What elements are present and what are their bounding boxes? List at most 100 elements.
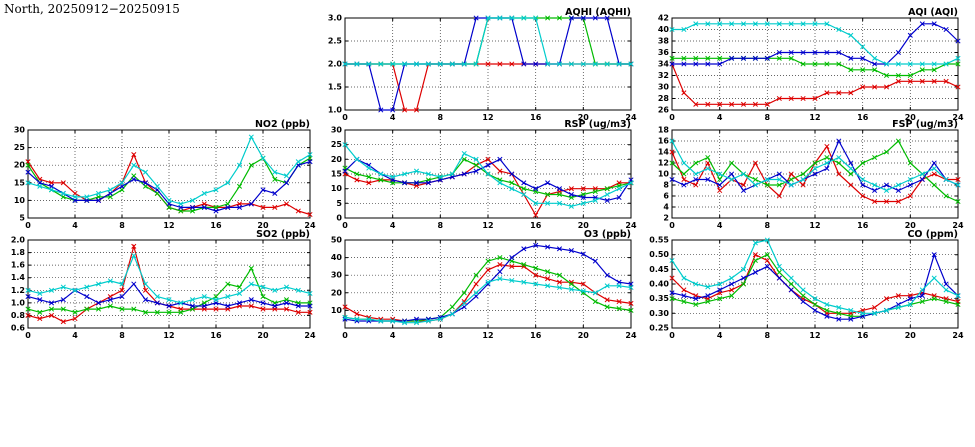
- svg-text:16: 16: [530, 221, 542, 230]
- svg-text:4: 4: [390, 113, 396, 122]
- svg-text:36: 36: [658, 48, 670, 57]
- svg-text:2: 2: [663, 214, 669, 223]
- svg-text:16: 16: [857, 113, 869, 122]
- svg-text:12: 12: [809, 331, 820, 340]
- svg-text:25: 25: [331, 140, 343, 149]
- svg-text:FSP (ug/m3): FSP (ug/m3): [892, 119, 958, 130]
- svg-text:16: 16: [857, 331, 869, 340]
- svg-text:38: 38: [658, 37, 670, 46]
- svg-text:0: 0: [25, 221, 31, 230]
- svg-text:20: 20: [257, 331, 269, 340]
- svg-text:24: 24: [952, 331, 964, 340]
- chart-canvas-co: 0.25 0.30 0.35 0.40 0.45 0.50 0.55 0 4 8 12 16 20 24 C…: [649, 229, 964, 340]
- svg-text:RSP (ug/m3): RSP (ug/m3): [564, 119, 631, 130]
- svg-text:4: 4: [717, 221, 723, 230]
- chart-o3: 10 20 30 40 50 0 4 8 12 16 20 24 O3 (ppb): [315, 226, 643, 348]
- page-title: North, 20250912−20250915: [4, 2, 180, 16]
- svg-text:0.8: 0.8: [11, 311, 26, 320]
- svg-text:20: 20: [578, 331, 590, 340]
- svg-text:32: 32: [658, 71, 669, 80]
- svg-text:0: 0: [669, 221, 675, 230]
- svg-text:1.6: 1.6: [11, 261, 26, 270]
- svg-text:20: 20: [257, 221, 269, 230]
- svg-text:15: 15: [331, 170, 343, 179]
- svg-text:1.4: 1.4: [11, 273, 26, 282]
- svg-text:20: 20: [578, 221, 590, 230]
- chart-canvas-aqi: 26 28 30 32 34 36 38 40 42 0 4 8 12 16 20 24 AQI (AQI): [658, 7, 964, 122]
- svg-text:4: 4: [717, 331, 723, 340]
- svg-text:24: 24: [625, 113, 637, 122]
- svg-text:2.5: 2.5: [328, 37, 343, 46]
- chart-canvas-o3: 10 20 30 40 50 0 4 8 12 16 20 24 O3 (ppb): [331, 229, 637, 340]
- svg-text:12: 12: [809, 221, 820, 230]
- svg-text:24: 24: [304, 331, 316, 340]
- svg-text:30: 30: [658, 83, 670, 92]
- svg-text:24: 24: [625, 221, 637, 230]
- svg-text:1.0: 1.0: [328, 106, 343, 115]
- svg-text:3.0: 3.0: [328, 14, 343, 23]
- svg-text:1.5: 1.5: [328, 83, 343, 92]
- svg-text:12: 12: [482, 113, 493, 122]
- svg-text:20: 20: [905, 113, 917, 122]
- svg-text:0.55: 0.55: [649, 236, 669, 245]
- svg-text:0.40: 0.40: [649, 280, 669, 289]
- svg-text:16: 16: [210, 221, 222, 230]
- svg-text:8: 8: [765, 331, 771, 340]
- svg-text:30: 30: [331, 271, 343, 280]
- svg-text:5: 5: [336, 199, 342, 208]
- svg-text:0: 0: [336, 214, 342, 223]
- svg-text:0: 0: [669, 113, 675, 122]
- chart-canvas-rsp: 0 5 10 15 20 25 30 0 4 8 12 16 20 24 RSP (ug/m3): [331, 119, 637, 230]
- svg-text:20: 20: [905, 331, 917, 340]
- svg-text:SO2 (ppb): SO2 (ppb): [256, 229, 310, 240]
- svg-text:10: 10: [658, 170, 670, 179]
- chart-aqi: 26 28 30 32 34 36 38 40 42 0 4 8 12 16 20 24 AQI (AQI): [642, 4, 970, 130]
- svg-text:0.30: 0.30: [649, 309, 669, 318]
- svg-text:12: 12: [482, 331, 493, 340]
- svg-text:CO (ppm): CO (ppm): [907, 229, 958, 240]
- svg-text:10: 10: [14, 196, 26, 205]
- svg-text:0.6: 0.6: [11, 324, 26, 333]
- chart-fsp: 2 4 6 8 10 12 14 16 18 0 4 8 12 16 20 24 FSP (ug/m3): [642, 116, 970, 238]
- svg-text:O3 (ppb): O3 (ppb): [584, 229, 631, 240]
- svg-text:4: 4: [717, 113, 723, 122]
- svg-text:16: 16: [210, 331, 222, 340]
- svg-text:14: 14: [658, 148, 670, 157]
- chart-no2: 5 10 15 20 25 30 0 4 8 12 16 20 24 NO2 (ppb): [0, 116, 322, 238]
- svg-text:8: 8: [438, 221, 444, 230]
- chart-canvas-no2: 5 10 15 20 25 30 0 4 8 12 16 20 24 NO2 (ppb): [14, 119, 316, 230]
- svg-text:15: 15: [14, 178, 26, 187]
- svg-text:4: 4: [390, 331, 396, 340]
- svg-text:20: 20: [905, 221, 917, 230]
- svg-text:8: 8: [438, 331, 444, 340]
- svg-text:8: 8: [438, 113, 444, 122]
- svg-text:4: 4: [72, 221, 78, 230]
- svg-text:0: 0: [669, 331, 675, 340]
- svg-text:1.0: 1.0: [11, 298, 26, 307]
- svg-text:AQHI (AQHI): AQHI (AQHI): [565, 7, 631, 18]
- chart-canvas-aqhi: 1.0 1.5 2.0 2.5 3.0 0 4 8 12 16 20 24 AQHI (AQHI): [328, 7, 637, 122]
- chart-co: 0.25 0.30 0.35 0.40 0.45 0.50 0.55 0 4 8 12 16 20 24 C…: [642, 226, 970, 348]
- svg-text:40: 40: [658, 25, 670, 34]
- svg-text:12: 12: [658, 159, 669, 168]
- svg-text:2.0: 2.0: [328, 60, 343, 69]
- svg-text:16: 16: [857, 221, 869, 230]
- svg-text:30: 30: [14, 126, 26, 135]
- svg-text:1.2: 1.2: [11, 286, 25, 295]
- svg-text:16: 16: [530, 113, 542, 122]
- svg-text:18: 18: [658, 126, 670, 135]
- svg-text:4: 4: [72, 331, 78, 340]
- svg-text:10: 10: [331, 184, 343, 193]
- svg-text:NO2 (ppb): NO2 (ppb): [255, 119, 310, 130]
- svg-text:0.25: 0.25: [649, 324, 669, 333]
- svg-text:16: 16: [658, 137, 670, 146]
- svg-text:8: 8: [765, 221, 771, 230]
- svg-text:25: 25: [14, 143, 26, 152]
- svg-text:6: 6: [663, 192, 669, 201]
- svg-text:0.35: 0.35: [649, 294, 669, 303]
- svg-text:40: 40: [331, 253, 343, 262]
- svg-text:24: 24: [952, 113, 964, 122]
- svg-text:0: 0: [342, 113, 348, 122]
- chart-canvas-so2: 0.6 0.8 1.0 1.2 1.4 1.6 1.8 2.0 0 4 8 12 16 20 24 SO2 (…: [11, 229, 316, 340]
- svg-text:20: 20: [331, 288, 343, 297]
